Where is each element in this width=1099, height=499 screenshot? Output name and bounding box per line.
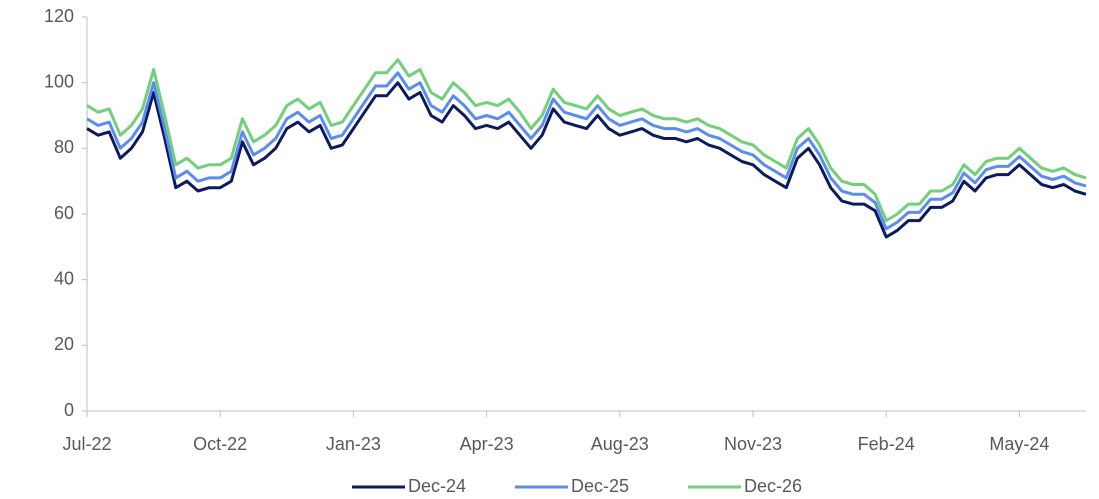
x-tick-label: Oct-22 [193,434,247,454]
y-tick-label: 40 [54,268,74,288]
x-tick-label: Feb-24 [858,434,915,454]
x-tick-label: Apr-23 [460,434,514,454]
x-tick-label: Jan-23 [326,434,381,454]
line-series [86,71,1087,231]
legend-label: Dec-24 [408,476,466,496]
y-tick-label: 0 [64,400,74,420]
legend-label: Dec-25 [571,476,629,496]
x-tick-label: Nov-23 [724,434,782,454]
y-tick-label: 20 [54,334,74,354]
x-tick-label: Jul-22 [62,434,111,454]
line-series [86,81,1087,239]
x-tick-label: May-24 [989,434,1049,454]
legend-label: Dec-26 [744,476,802,496]
line-series [86,58,1087,223]
x-tick-label: Aug-23 [591,434,649,454]
y-tick-label: 120 [44,6,74,26]
y-tick-label: 60 [54,203,74,223]
y-tick-label: 80 [54,137,74,157]
y-tick-label: 100 [44,71,74,91]
